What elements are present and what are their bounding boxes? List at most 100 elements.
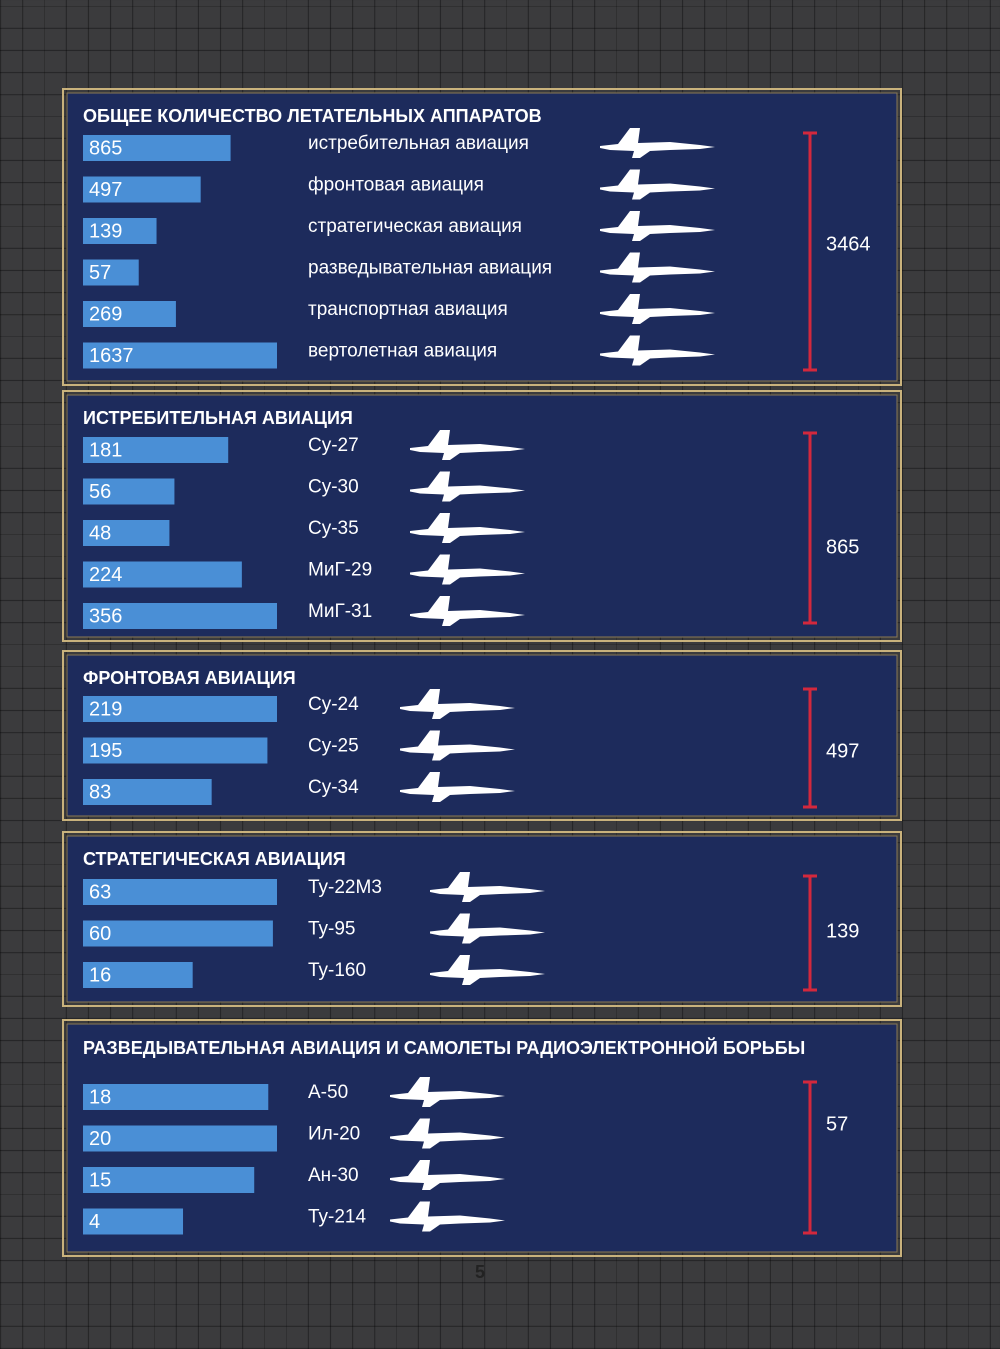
bar	[83, 1208, 184, 1235]
aircraft-silhouette	[400, 772, 515, 802]
category-label: Су-34	[308, 777, 359, 798]
category-label: разведывательная авиация	[308, 258, 552, 279]
aircraft-silhouette	[400, 689, 515, 719]
aircraft-silhouette	[600, 128, 715, 158]
aircraft-silhouette	[410, 471, 525, 502]
category-label: Ту-22М3	[308, 877, 382, 898]
value-label: 63	[89, 881, 111, 903]
total-label: 139	[826, 920, 859, 942]
category-label: Су-35	[308, 518, 359, 539]
category-label: транспортная авиация	[308, 299, 508, 320]
bar	[83, 879, 277, 905]
aircraft-silhouette	[410, 596, 525, 626]
aircraft-silhouette	[600, 169, 715, 200]
value-label: 1637	[89, 345, 134, 367]
panel-frame	[62, 390, 902, 642]
aircraft-silhouette	[600, 211, 715, 241]
aircraft-silhouette	[390, 1077, 505, 1107]
panel	[66, 394, 898, 638]
value-label: 18	[89, 1086, 111, 1108]
category-label: Су-25	[308, 736, 359, 757]
category-label: Ту-160	[308, 960, 366, 981]
bar	[83, 301, 176, 327]
bar	[83, 603, 277, 629]
value-label: 56	[89, 481, 111, 503]
bar	[83, 437, 229, 463]
panel-frame	[62, 1019, 902, 1257]
panel-frame	[62, 650, 902, 821]
panel-frame	[62, 831, 902, 1007]
category-label: МиГ-29	[308, 560, 372, 581]
category-label: МиГ-31	[308, 601, 372, 622]
aircraft-silhouette	[600, 294, 715, 324]
value-label: 219	[89, 698, 122, 720]
value-label: 4	[89, 1211, 100, 1233]
total-label: 3464	[826, 233, 871, 255]
value-label: 497	[89, 179, 122, 201]
aircraft-silhouette	[430, 955, 545, 985]
category-label: Ту-214	[308, 1207, 367, 1228]
bar	[83, 1125, 277, 1152]
panel-frame	[62, 88, 902, 386]
bar	[83, 779, 212, 805]
category-label: Ту-95	[308, 919, 356, 940]
aircraft-silhouette	[390, 1201, 505, 1232]
value-label: 83	[89, 781, 111, 803]
category-label: стратегическая авиация	[308, 216, 522, 237]
aircraft-silhouette	[410, 554, 525, 585]
bar	[83, 1084, 269, 1110]
value-label: 60	[89, 923, 111, 945]
value-label: 195	[89, 740, 122, 762]
category-label: истребительная авиация	[308, 133, 529, 154]
category-label: Су-24	[308, 694, 359, 715]
panel-title: СТРАТЕГИЧЕСКАЯ АВИАЦИЯ	[83, 849, 346, 869]
aircraft-silhouette	[390, 1118, 505, 1149]
bar	[83, 176, 201, 203]
value-label: 269	[89, 303, 122, 325]
value-label: 48	[89, 522, 111, 544]
aircraft-silhouette	[400, 730, 515, 761]
total-label: 497	[826, 740, 859, 762]
bar	[83, 478, 175, 505]
category-label: А-50	[308, 1082, 348, 1103]
bar	[83, 520, 170, 546]
value-label: 139	[89, 220, 122, 242]
category-label: фронтовая авиация	[308, 175, 484, 196]
aircraft-silhouette	[390, 1160, 505, 1190]
panel-title: ИСТРЕБИТЕЛЬНАЯ АВИАЦИЯ	[83, 408, 353, 428]
bar	[83, 135, 231, 161]
value-label: 356	[89, 605, 122, 627]
aircraft-silhouette	[600, 335, 715, 366]
bar	[83, 342, 277, 369]
panel-title: ФРОНТОВАЯ АВИАЦИЯ	[83, 668, 296, 688]
value-label: 15	[89, 1169, 111, 1191]
bar	[83, 218, 157, 244]
bar	[83, 696, 277, 722]
value-label: 20	[89, 1128, 111, 1150]
category-label: Ил-20	[308, 1124, 360, 1145]
bar	[83, 920, 273, 947]
aircraft-silhouette	[430, 913, 545, 944]
value-label: 16	[89, 964, 111, 986]
bar	[83, 962, 193, 988]
category-label: Ан-30	[308, 1165, 359, 1186]
value-label: 865	[89, 137, 122, 159]
total-label: 57	[826, 1113, 848, 1135]
aircraft-silhouette	[410, 430, 525, 460]
category-label: вертолетная авиация	[308, 341, 497, 362]
bar	[83, 561, 242, 588]
panel-title: ОБЩЕЕ КОЛИЧЕСТВО ЛЕТАТЕЛЬНЫХ АППАРАТОВ	[83, 106, 542, 126]
aircraft-silhouette	[410, 513, 525, 543]
bar	[83, 1167, 255, 1193]
panel-title: РАЗВЕДЫВАТЕЛЬНАЯ АВИАЦИЯ И САМОЛЕТЫ РАДИ…	[83, 1037, 805, 1058]
page-number: 5	[475, 1262, 485, 1282]
aircraft-silhouette	[430, 872, 545, 902]
value-label: 181	[89, 439, 122, 461]
bar	[83, 259, 139, 286]
value-label: 224	[89, 564, 122, 586]
aircraft-silhouette	[600, 252, 715, 283]
category-label: Су-30	[308, 477, 359, 498]
category-label: Су-27	[308, 435, 359, 456]
